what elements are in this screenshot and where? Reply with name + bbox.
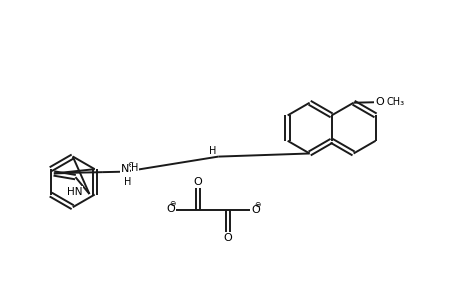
Text: CH₃: CH₃ [386,97,404,107]
Text: ⊖: ⊖ [169,199,176,208]
Text: O: O [223,232,232,243]
Text: H: H [208,146,216,156]
Text: O: O [374,97,383,107]
Text: HN: HN [67,187,82,197]
Text: N: N [121,164,129,174]
Text: ⊖: ⊖ [254,200,261,209]
Text: O: O [193,177,202,187]
Text: O: O [166,204,175,214]
Text: ⊕: ⊕ [127,160,134,169]
Text: H: H [124,177,131,187]
Text: O: O [251,205,259,215]
Text: H: H [131,163,139,173]
